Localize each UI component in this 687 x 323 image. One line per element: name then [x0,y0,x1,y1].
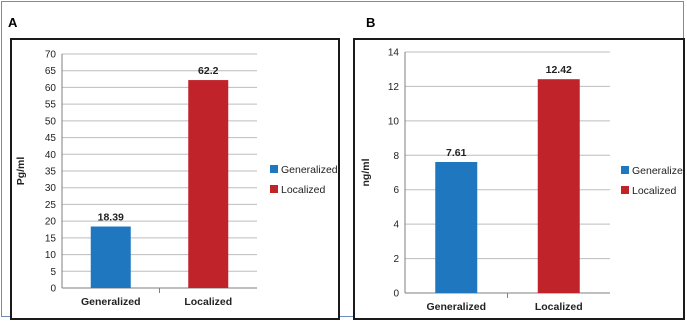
y-axis-label: ng/ml [360,158,372,186]
y-tick-label: 30 [45,183,57,194]
y-tick-label: 0 [393,289,399,300]
y-tick-label: 45 [45,133,57,144]
y-tick-label: 60 [45,83,57,94]
y-axis-label: Pg/ml [15,157,27,186]
y-tick-label: 25 [45,200,57,211]
chart-a-bar-generalized [90,226,131,288]
bar-value-label: 7.61 [446,147,467,159]
bar-value-label: 62.2 [198,65,219,77]
y-tick-label: 55 [45,100,57,111]
y-tick-label: 12 [388,82,400,93]
y-tick-label: 5 [50,267,56,278]
bar-value-label: 18.39 [98,212,124,224]
chart-b: 0 2 4 6 8 10 12 14 7.61 Generalized 12.42 Localized… [360,48,687,314]
y-tick-label: 8 [393,151,399,162]
x-tick-label: Localized [184,296,232,308]
y-tick-label: 2 [393,254,399,265]
y-tick-label: 70 [45,50,57,61]
legend-swatch-localized [621,186,629,194]
y-tick-label: 6 [393,185,399,196]
panel-a-letter: A [8,15,18,30]
y-tick-label: 15 [45,233,57,244]
legend-label: Generalized [632,165,683,177]
y-tick-label: 4 [393,220,399,231]
bar-value-label: 12.42 [546,64,572,76]
chart-a-bar-localized [188,80,229,289]
panel-b-letter: B [366,15,376,30]
chart-a: 0 5 10 15 20 25 30 35 40 45 50 55 60 65 70 18.39 General… [15,50,338,309]
panel-b: 0 2 4 6 8 10 12 14 7.61 Generalized 12.42 Localized… [353,38,687,320]
y-tick-label: 10 [388,116,400,127]
x-tick-label: Localized [535,301,583,313]
legend-swatch-generalized [270,165,278,173]
y-tick-label: 40 [45,150,57,161]
y-tick-label: 10 [45,250,57,261]
legend-label: Generalized [281,164,338,176]
legend-label: Localized [632,185,677,197]
x-tick-label: Generalized [426,301,486,313]
chart-b-bar-localized [537,79,580,293]
y-tick-label: 20 [45,217,57,228]
y-tick-label: 0 [50,284,56,295]
y-tick-label: 14 [388,48,400,59]
legend-label: Localized [281,184,326,196]
panel-a: 0 5 10 15 20 25 30 35 40 45 50 55 60 65 70 18.39 General… [10,38,340,320]
y-tick-label: 65 [45,66,57,77]
legend-swatch-generalized [621,166,629,174]
legend-swatch-localized [270,185,278,193]
x-tick-label: Generalized [81,296,141,308]
chart-b-bar-generalized [435,161,478,293]
y-tick-label: 50 [45,116,57,127]
y-tick-label: 35 [45,167,57,178]
